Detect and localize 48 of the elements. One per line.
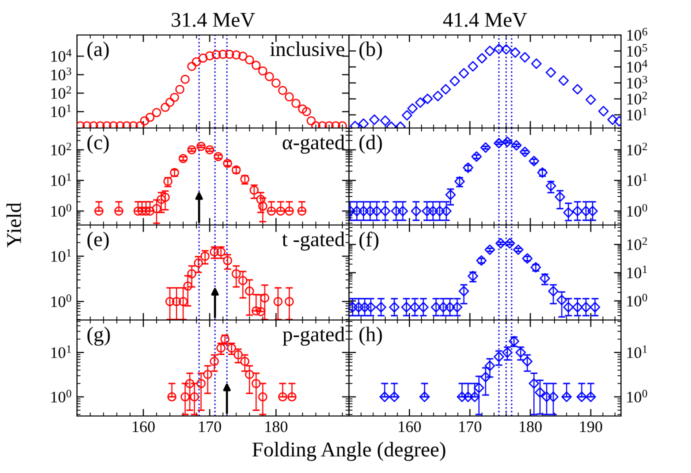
y-axis-title: Yield [6,202,22,248]
y-tick-label: 10$^{1}$ [627,173,647,186]
annotation: (a) [87,42,109,60]
y-tick-label: 10$^{2}$ [627,237,647,250]
annotation: (b) [359,42,382,60]
annotation: (f) [359,232,378,251]
y-tick-label: 10$^{2}$ [627,142,647,156]
x-tick-label: 180 [265,421,288,432]
y-tick-label: 10$^{0}$ [627,390,648,402]
y-tick-label: 10$^{2}$ [627,92,647,104]
x-tick-label: 160 [132,421,155,432]
y-tick-label: 10$^{0}$ [627,204,648,217]
y-tick-label: 10$^{0}$ [627,294,648,307]
annotation: (c) [87,134,109,154]
annotation: α-gated [282,134,345,154]
y-tick-label: 10$^{1}$ [51,104,71,118]
y-tick-label: 10$^{0}$ [51,390,72,402]
chart-title: 31.4 MeV [172,12,256,27]
y-tick-label: 10$^{2}$ [51,86,72,99]
y-tick-label: 10$^{3}$ [51,68,72,80]
y-tick-label: 10$^{1}$ [51,345,71,358]
x-tick-label: 170 [459,421,482,432]
y-tick-label: 10$^{4}$ [627,60,648,73]
x-tick-label: 170 [199,421,222,432]
y-tick-label: 10$^{1}$ [627,266,647,278]
y-tick-label: 10$^{1}$ [627,345,647,358]
annotation: (e) [87,232,109,251]
x-tick-label: 160 [398,421,421,432]
y-tick-label: 10$^{4}$ [51,49,72,62]
y-tick-label: 10$^{6}$ [627,28,648,41]
y-tick-label: 10$^{0}$ [51,294,72,308]
x-tick-label: 190 [580,421,602,432]
x-axis-title: Folding Angle (degree) [252,442,446,461]
y-tick-label: 10$^{3}$ [627,76,648,89]
y-tick-label: 10$^{1}$ [51,249,71,262]
y-tick-label: 10$^{5}$ [627,44,648,57]
annotation: inclusive [270,42,344,56]
annotation: p-gated [282,326,345,346]
y-tick-label: 10$^{2}$ [51,142,72,156]
y-tick-label: 10$^{1}$ [627,108,647,120]
x-tick-label: 180 [520,421,542,432]
annotation: (h) [359,326,382,346]
annotation: (d) [359,134,382,154]
y-tick-label: 10$^{1}$ [51,173,71,186]
chart-title: 41.4 MeV [443,12,528,27]
annotation: (g) [87,326,110,346]
y-tick-label: 10$^{0}$ [51,204,72,217]
annotation: t -gated [282,232,345,251]
